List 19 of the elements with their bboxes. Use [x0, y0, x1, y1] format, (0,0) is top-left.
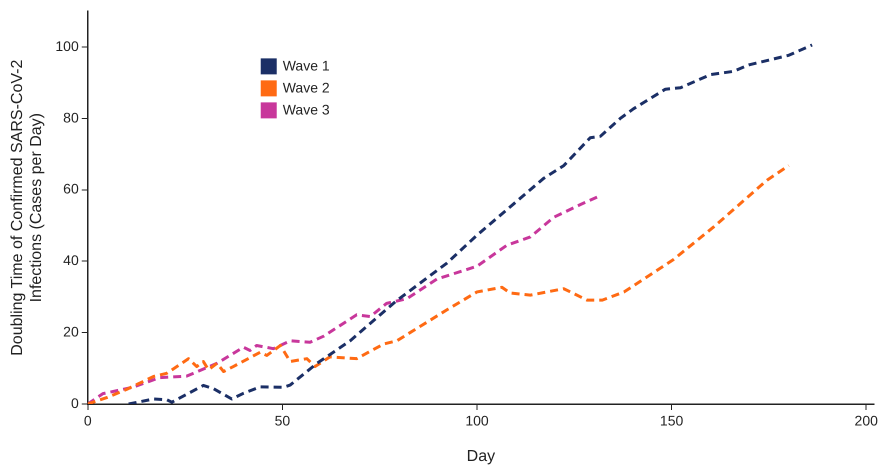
legend-label: Wave 2 — [282, 79, 330, 96]
legend-label: Wave 1 — [282, 57, 330, 74]
y-tick-label: 60 — [63, 180, 79, 197]
y-tick-label: 0 — [70, 394, 79, 411]
y-axis-title: Doubling Time of Confirmed SARS-CoV-2 Infections (Cases per Day) — [9, 60, 46, 356]
x-axis-title: Day — [466, 448, 496, 465]
x-tick-label: 100 — [465, 412, 489, 428]
x-tick-label: 0 — [84, 412, 92, 428]
line-series — [127, 43, 814, 404]
y-tick-label: 80 — [63, 109, 79, 126]
x-tick-label: 200 — [854, 412, 878, 428]
legend-label: Wave 3 — [282, 101, 330, 118]
y-tick-label: 40 — [63, 252, 79, 268]
y-tick-label: 100 — [55, 38, 79, 54]
x-tick-label: 150 — [660, 412, 684, 428]
line-series — [88, 164, 790, 404]
line-series — [88, 194, 600, 404]
y-tick-label: 20 — [63, 323, 79, 340]
x-tick-label: 50 — [274, 412, 290, 428]
